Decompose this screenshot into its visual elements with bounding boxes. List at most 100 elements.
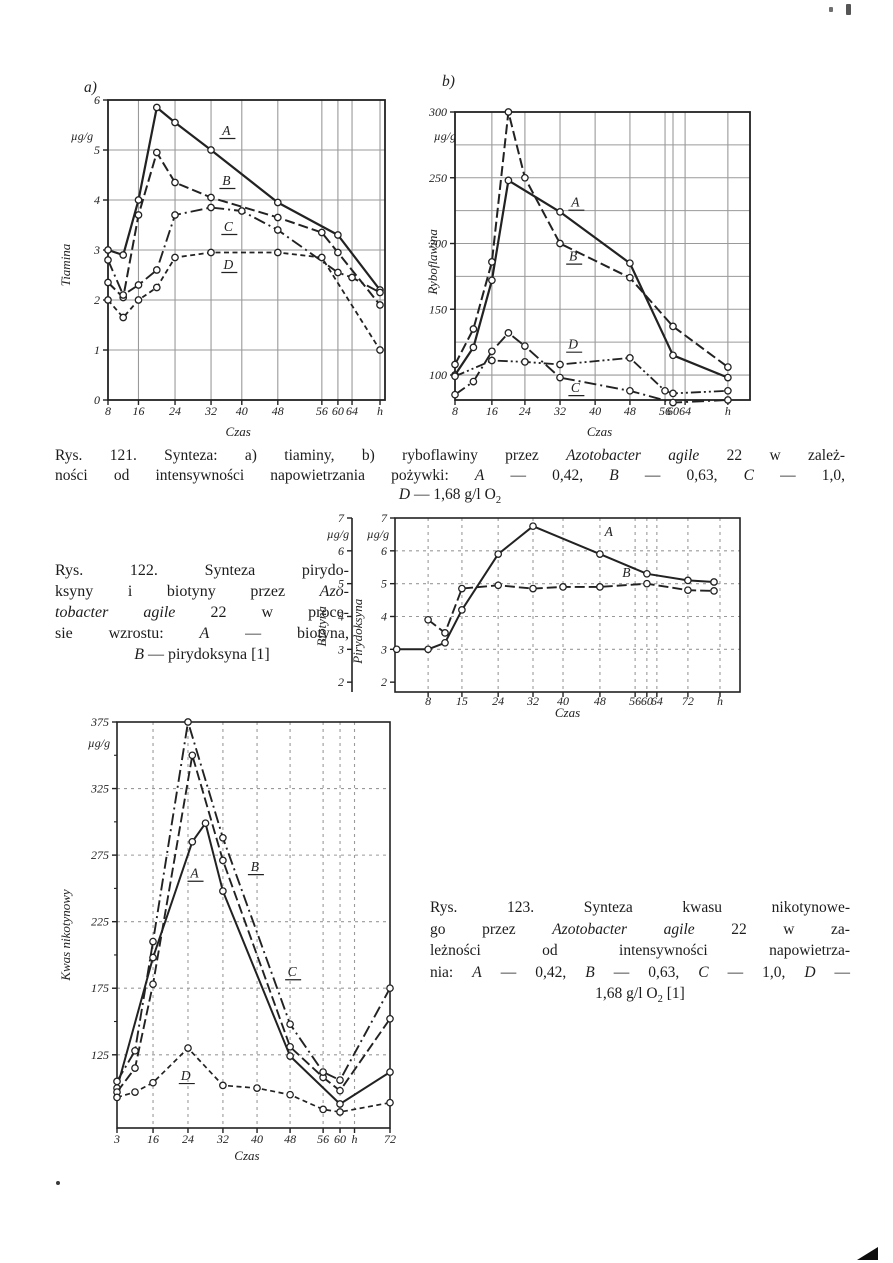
svg-text:56: 56 xyxy=(316,404,328,418)
svg-text:8: 8 xyxy=(452,404,458,418)
svg-text:60: 60 xyxy=(667,404,679,418)
caption-line: sie wzrostu: A — biotyna, xyxy=(55,625,349,642)
svg-text:A: A xyxy=(189,866,199,881)
svg-text:Biotyna: Biotyna xyxy=(316,606,329,647)
svg-text:4: 4 xyxy=(94,193,100,207)
svg-text:Tiamina: Tiamina xyxy=(58,243,73,286)
scan-margin-dot xyxy=(56,1181,60,1185)
svg-text:24: 24 xyxy=(169,404,181,418)
svg-text:24: 24 xyxy=(519,404,531,418)
svg-text:µg/g: µg/g xyxy=(367,527,389,541)
svg-text:C: C xyxy=(288,964,298,979)
svg-text:6: 6 xyxy=(94,93,100,107)
svg-text:16: 16 xyxy=(132,404,144,418)
svg-text:60: 60 xyxy=(641,694,653,708)
svg-text:Pirydoksyna: Pirydoksyna xyxy=(350,598,365,664)
svg-text:2: 2 xyxy=(381,675,387,689)
svg-text:48: 48 xyxy=(284,1132,296,1146)
svg-text:32: 32 xyxy=(216,1132,229,1146)
svg-text:h: h xyxy=(717,694,723,708)
caption-line: Rys. 123. Synteza kwasu nikotynowe- xyxy=(430,899,850,916)
svg-text:16: 16 xyxy=(147,1132,159,1146)
svg-text:250: 250 xyxy=(429,171,447,185)
svg-text:Czas: Czas xyxy=(226,424,251,439)
svg-text:Czas: Czas xyxy=(555,705,580,720)
svg-text:100: 100 xyxy=(429,368,447,382)
svg-text:B: B xyxy=(622,565,630,580)
svg-text:56: 56 xyxy=(659,404,671,418)
svg-text:32: 32 xyxy=(204,404,217,418)
svg-text:3: 3 xyxy=(337,642,344,656)
svg-text:15: 15 xyxy=(456,694,468,708)
svg-text:h: h xyxy=(377,404,383,418)
svg-text:32: 32 xyxy=(553,404,566,418)
svg-text:µg/g: µg/g xyxy=(434,129,456,143)
svg-text:D: D xyxy=(180,1068,191,1083)
svg-text:6: 6 xyxy=(381,544,387,558)
svg-text:6: 6 xyxy=(338,544,344,558)
svg-text:8: 8 xyxy=(425,694,431,708)
svg-text:64: 64 xyxy=(679,404,691,418)
svg-text:375: 375 xyxy=(90,715,109,729)
svg-text:1: 1 xyxy=(94,343,100,357)
svg-text:4: 4 xyxy=(381,609,387,623)
svg-text:48: 48 xyxy=(594,694,606,708)
svg-text:h: h xyxy=(352,1132,358,1146)
svg-text:A: A xyxy=(604,524,614,539)
caption-line: tobacter agile 22 w proce- xyxy=(55,604,350,621)
caption-line: ksyny i biotyny przez Azo- xyxy=(55,583,349,600)
svg-text:µg/g: µg/g xyxy=(88,736,110,750)
scan-speck-icon xyxy=(846,4,851,15)
svg-text:200: 200 xyxy=(429,237,447,251)
caption-rys122: Rys. 122. Synteza pirydo-ksyny i biotyny… xyxy=(55,560,349,665)
svg-text:D: D xyxy=(567,337,578,352)
chart-kwas-nikotynowy: 375 325 275 225 175 125 3 16 24 32 40 48 56 60 h 72 µg/g… xyxy=(58,715,396,1163)
caption-line: ności od intensywności napowietrzania po… xyxy=(55,466,846,484)
svg-text:4: 4 xyxy=(338,609,344,623)
caption-rys121: Rys. 121. Synteza: a) tiaminy, b) rybofl… xyxy=(55,446,846,506)
scan-corner-triangle xyxy=(857,1247,878,1260)
svg-text:60: 60 xyxy=(334,1132,346,1146)
svg-text:150: 150 xyxy=(429,302,447,316)
svg-text:0: 0 xyxy=(94,393,100,407)
svg-text:72: 72 xyxy=(384,1132,396,1146)
svg-text:24: 24 xyxy=(182,1132,194,1146)
svg-text:Czas: Czas xyxy=(234,1148,259,1163)
svg-text:C: C xyxy=(571,380,581,395)
svg-text:µg/g: µg/g xyxy=(327,527,349,541)
svg-text:2: 2 xyxy=(94,293,100,307)
caption-line: B — pirydoksyna [1] xyxy=(134,646,270,663)
svg-text:b): b) xyxy=(442,73,455,90)
caption-line: 1,68 g/l O2 [1] xyxy=(595,985,685,1006)
svg-text:40: 40 xyxy=(236,404,248,418)
svg-text:16: 16 xyxy=(486,404,498,418)
svg-text:40: 40 xyxy=(557,694,569,708)
svg-text:60: 60 xyxy=(332,404,344,418)
caption-line: go przez Azotobacter agile 22 w za- xyxy=(430,920,850,938)
svg-text:175: 175 xyxy=(91,981,109,995)
svg-text:h: h xyxy=(725,404,731,418)
caption-line: leżności od intensywności napowietrza- xyxy=(430,942,850,959)
svg-text:A: A xyxy=(570,195,580,210)
svg-text:a): a) xyxy=(84,79,97,96)
svg-text:Czas: Czas xyxy=(587,424,612,439)
svg-text:3: 3 xyxy=(380,642,387,656)
svg-text:40: 40 xyxy=(589,404,601,418)
svg-text:125: 125 xyxy=(91,1048,109,1062)
scan-speck-icon xyxy=(829,7,833,12)
svg-text:5: 5 xyxy=(94,143,100,157)
svg-text:5: 5 xyxy=(338,577,344,591)
caption-line: Rys. 121. Synteza: a) tiaminy, b) rybofl… xyxy=(55,447,845,464)
svg-text:Kwas nikotynowy: Kwas nikotynowy xyxy=(58,889,73,982)
svg-text:B: B xyxy=(251,859,259,874)
svg-text:8: 8 xyxy=(105,404,111,418)
svg-text:C: C xyxy=(224,219,234,234)
svg-text:A: A xyxy=(221,123,231,138)
svg-text:B: B xyxy=(569,249,577,264)
svg-text:B: B xyxy=(222,173,230,188)
svg-text:3: 3 xyxy=(113,1132,120,1146)
svg-text:72: 72 xyxy=(682,694,694,708)
svg-text:7: 7 xyxy=(338,511,345,525)
